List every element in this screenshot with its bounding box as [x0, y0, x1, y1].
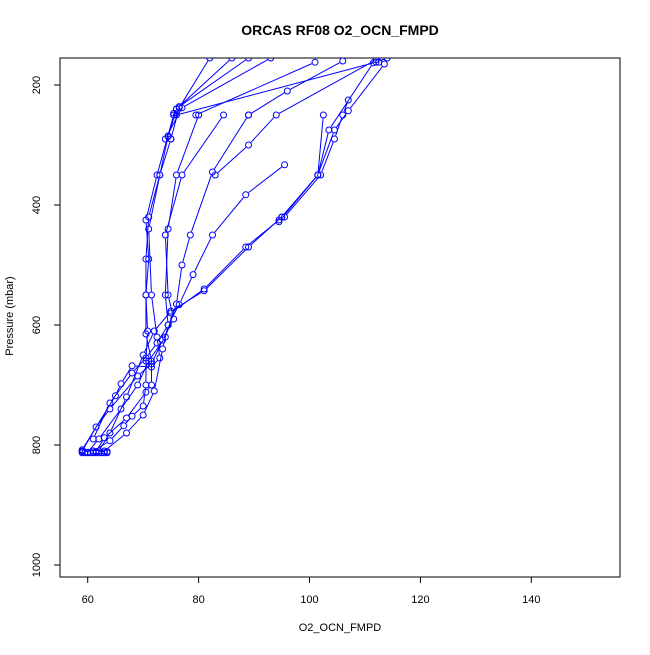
y-tick-label: 800 — [31, 436, 43, 454]
y-tick-label: 1000 — [31, 553, 43, 577]
x-axis-label: O2_OCN_FMPD — [299, 622, 382, 634]
y-tick-label: 600 — [31, 316, 43, 334]
y-tick-label: 200 — [31, 76, 43, 94]
x-tick-label: 100 — [300, 594, 318, 606]
x-tick-label: 120 — [411, 594, 429, 606]
x-tick-label: 60 — [82, 594, 94, 606]
y-axis-label: Pressure (mbar) — [4, 276, 16, 355]
x-tick-label: 140 — [522, 594, 540, 606]
y-tick-label: 400 — [31, 196, 43, 214]
x-tick-label: 80 — [192, 594, 204, 606]
chart-title: ORCAS RF08 O2_OCN_FMPD — [241, 22, 439, 38]
